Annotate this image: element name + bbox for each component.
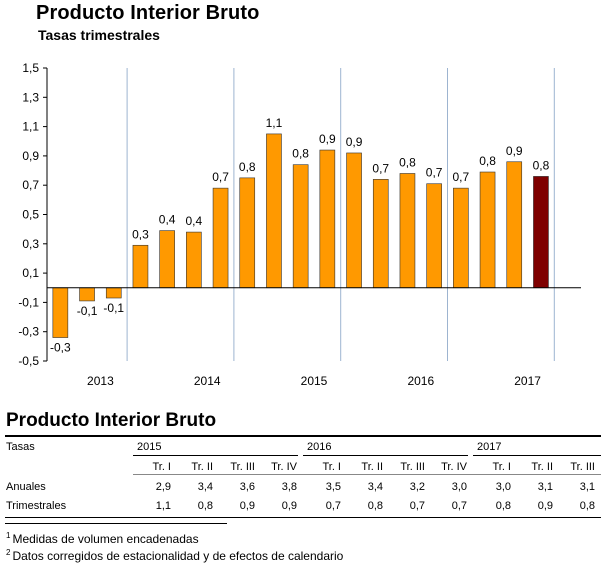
x-year-label: 2015 [301,374,328,388]
table-cell: 0,8 [579,500,595,512]
quarter-header: Tr. II [531,461,553,473]
data-label: 0,7 [212,170,229,184]
table-cell: 0,7 [409,500,425,512]
quarter-header: Tr. IV [271,461,297,473]
data-label: 0,8 [292,147,309,161]
year-header: 2017 [477,441,502,453]
quarter-header: Tr. I [492,461,511,473]
table-top-rule [5,435,601,437]
notes-rule [5,523,227,524]
data-label: 0,9 [319,132,336,146]
table-cell: 2,9 [155,481,171,493]
table-cell: 3,4 [367,481,383,493]
table-header-label: Tasas [6,441,35,453]
data-label: 0,3 [132,227,149,241]
y-tick-label: 0,1 [22,266,39,280]
header-bottom-rule [133,474,601,475]
table-cell: 3,0 [451,481,467,493]
x-year-label: 2016 [407,374,434,388]
table-cell: 3,5 [325,481,341,493]
y-tick-label: 0,9 [22,149,39,163]
data-label: 0,8 [533,158,550,172]
table-cell: 1,1 [155,500,171,512]
quarter-header: Tr. I [322,461,341,473]
table-cell: 0,9 [281,500,297,512]
table-cell: 3,0 [495,481,511,493]
table-cell: 0,9 [537,500,553,512]
data-label: 0,4 [186,214,203,228]
y-tick-label: 0,3 [22,237,39,251]
data-label: 0,9 [506,144,523,158]
table-cell: 0,8 [197,500,213,512]
table-cell: 3,1 [537,481,553,493]
chart-subtitle: Tasas trimestrales [38,27,160,43]
data-label: 0,7 [453,170,470,184]
data-label: 1,1 [266,116,283,130]
data-label: -0,1 [103,301,124,315]
table-cell: 3,8 [281,481,297,493]
table-cell: 0,7 [451,500,467,512]
year-rule [133,455,298,456]
data-label: 0,7 [372,161,389,175]
y-tick-label: -0,5 [18,354,39,368]
year-header: 2016 [307,441,332,453]
x-year-label: 2017 [514,374,541,388]
table-cell: 3,1 [579,481,595,493]
data-label: 0,8 [239,160,256,174]
quarter-header: Tr. II [191,461,213,473]
data-label: 0,9 [346,135,363,149]
footnote-marker: 2 [6,548,11,557]
quarter-header: Tr. III [230,461,255,473]
x-year-label: 2014 [194,374,221,388]
footnote-text: Medidas de volumen encadenadas [12,532,199,546]
table-cell: 0,8 [495,500,511,512]
table-cell: 0,7 [325,500,341,512]
table-cell: 3,4 [197,481,213,493]
quarter-header: Tr. II [361,461,383,473]
year-header: 2015 [137,441,162,453]
year-rule [473,455,601,456]
footnote-marker: 1 [6,531,11,540]
y-tick-label: -0,1 [18,295,39,309]
quarter-header: Tr. IV [441,461,467,473]
data-label: -0,1 [77,304,98,318]
y-tick-label: 0,5 [22,208,39,222]
table-bottom-rule [5,517,601,518]
data-label: 0,8 [479,154,496,168]
footnote-1: 1 Medidas de volumen encadenadas [6,531,199,546]
year-rule [303,455,468,456]
bar-chart: 1,5 1,3 1,1 0,9 0,7 0,5 0,3 0,1 -0,1 -0,3 -0,5 -0,3… [18,61,581,388]
row-label-trimestrales: Trimestrales [6,500,67,512]
y-tick-label: 0,7 [22,178,39,192]
footnote-2: 2 Datos corregidos de estacionalidad y de… [6,548,343,563]
data-label: 0,7 [426,166,443,180]
table-cell: 0,9 [239,500,255,512]
data-label: -0,3 [50,341,71,355]
table-cell: 3,2 [409,481,425,493]
chart-title: Producto Interior Bruto [36,2,260,24]
y-tick-label: -0,3 [18,325,39,339]
quarter-header: Tr. III [570,461,595,473]
x-year-label: 2013 [87,374,114,388]
table-title: Producto Interior Bruto [6,410,217,431]
table-cell: 0,8 [367,500,383,512]
data-label: 0,8 [399,155,416,169]
footnote-text: Datos corregidos de estacionalidad y de … [12,549,344,563]
quarter-header: Tr. III [400,461,425,473]
y-tick-label: 1,5 [22,61,39,75]
y-tick-label: 1,1 [22,120,39,134]
y-tick-label: 1,3 [22,90,39,104]
table-cell: 3,6 [239,481,255,493]
row-label-anuales: Anuales [6,481,46,493]
data-label: 0,4 [159,213,176,227]
quarter-header: Tr. I [152,461,171,473]
